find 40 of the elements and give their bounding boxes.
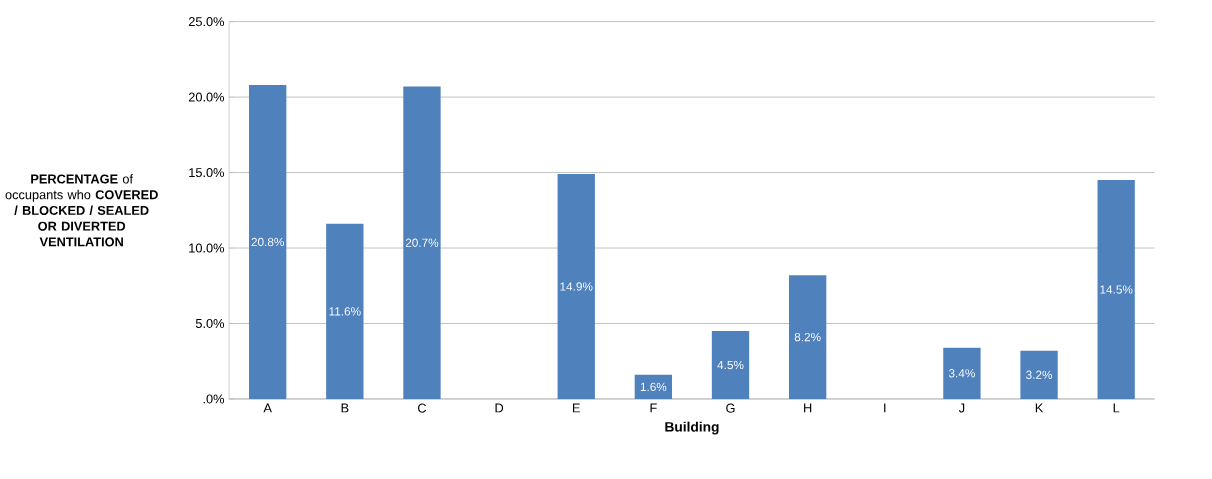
bar <box>557 174 595 400</box>
data-label: 3.2% <box>1026 370 1053 380</box>
bar <box>711 331 750 400</box>
x-tick-label: H <box>804 403 812 413</box>
y-tick-label: 25.0% <box>188 17 225 27</box>
x-tick-label: C <box>418 403 427 413</box>
bar <box>788 275 827 400</box>
data-label: 4.5% <box>717 361 744 370</box>
y-tick-label: 20.0% <box>188 92 225 102</box>
x-tick-label: J <box>958 403 965 413</box>
data-label: 20.8% <box>251 238 284 247</box>
x-tick-label: L <box>1113 403 1120 413</box>
data-label: 20.7% <box>405 238 439 248</box>
bar <box>403 86 441 400</box>
data-label: 14.9% <box>560 282 593 291</box>
x-tick-label: I <box>884 403 886 413</box>
bar <box>249 85 287 400</box>
y-tick-label: 5.0% <box>195 319 225 329</box>
text: PERCENTAGE of occupants who COVERED / BLOCKED / SEALED OR DIVERTED VENTILATION <box>5 174 158 247</box>
bar <box>634 375 673 400</box>
data-label: 1.6% <box>640 382 667 392</box>
x-tick-label: E <box>573 403 580 413</box>
bar <box>943 347 981 400</box>
y-tick-label: .0% <box>203 394 225 404</box>
x-tick-label: B <box>341 403 349 413</box>
data-label: 14.5% <box>1100 285 1133 294</box>
bar <box>326 224 364 400</box>
data-label: 11.6% <box>329 307 361 316</box>
x-tick-label: A <box>263 403 272 413</box>
y-tick-label: 10.0% <box>189 243 225 253</box>
x-tick-label: D <box>495 403 504 413</box>
data-label: 3.4% <box>948 369 975 378</box>
y-tick-label: 15.0% <box>189 168 225 178</box>
x-tick-label: G <box>726 403 735 413</box>
bar <box>1020 350 1058 400</box>
x-tick-label: K <box>1035 403 1044 413</box>
x-tick-label: F <box>650 403 657 413</box>
bar <box>1097 180 1135 400</box>
data-label: 8.2% <box>794 333 821 342</box>
x-axis-title: Building <box>665 421 719 435</box>
